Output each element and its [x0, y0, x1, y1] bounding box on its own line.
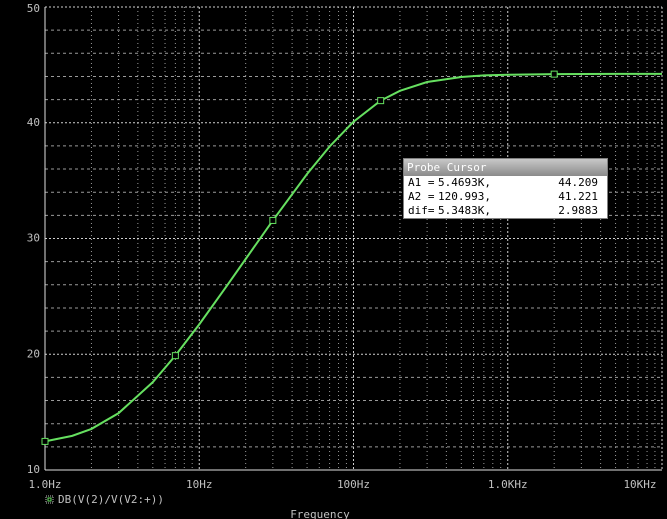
series-line	[44, 72, 662, 443]
y-tick-label: 30	[27, 232, 40, 245]
x-tick-label: 1.0Hz	[28, 478, 61, 491]
cursor-cell: A2 =	[408, 190, 435, 203]
x-tick-label: 10KHz	[623, 478, 656, 491]
point-marker	[550, 70, 558, 78]
cursor-row: A1 = 5.4693K, 44.209	[404, 176, 607, 190]
cursor-cell: 41.221	[558, 190, 598, 203]
legend-marker	[47, 497, 52, 502]
x-tick-label: 100Hz	[337, 478, 370, 491]
cursor-row: dif= 5.3483K, 2.9883	[404, 204, 607, 218]
window-title: Probe Cursor	[404, 159, 607, 176]
cursor-cell: 5.3483K,	[438, 204, 491, 217]
point-marker	[269, 216, 277, 224]
cursor-cell: 2.9883	[558, 204, 598, 217]
legend-label: DB(V(2)/V(V2:+))	[58, 493, 164, 506]
cursor-cell: A1 =	[408, 176, 435, 189]
cursor-cell: dif=	[408, 204, 435, 217]
y-tick-label: 20	[27, 347, 40, 360]
x-tick-label: 1.0KHz	[488, 478, 528, 491]
x-tick-label: 10Hz	[186, 478, 213, 491]
x-axis-label: Frequency	[290, 508, 350, 519]
point-marker	[41, 437, 49, 445]
y-tick-label: 10	[27, 463, 40, 476]
cursor-row: A2 = 120.993, 41.221	[404, 190, 607, 204]
point-marker	[171, 352, 179, 360]
legend-marker	[45, 495, 54, 504]
y-tick-label: 50	[27, 2, 40, 15]
cursor-cell: 120.993,	[438, 190, 491, 203]
cursor-cell: 5.4693K,	[438, 176, 491, 189]
probe-cursor-window[interactable]: Probe Cursor A1 = 5.4693K, 44.209 A2 = 120.9…	[403, 158, 608, 219]
y-tick-label: 40	[27, 116, 40, 129]
cursor-cell: 44.209	[558, 176, 598, 189]
point-marker	[377, 97, 385, 105]
